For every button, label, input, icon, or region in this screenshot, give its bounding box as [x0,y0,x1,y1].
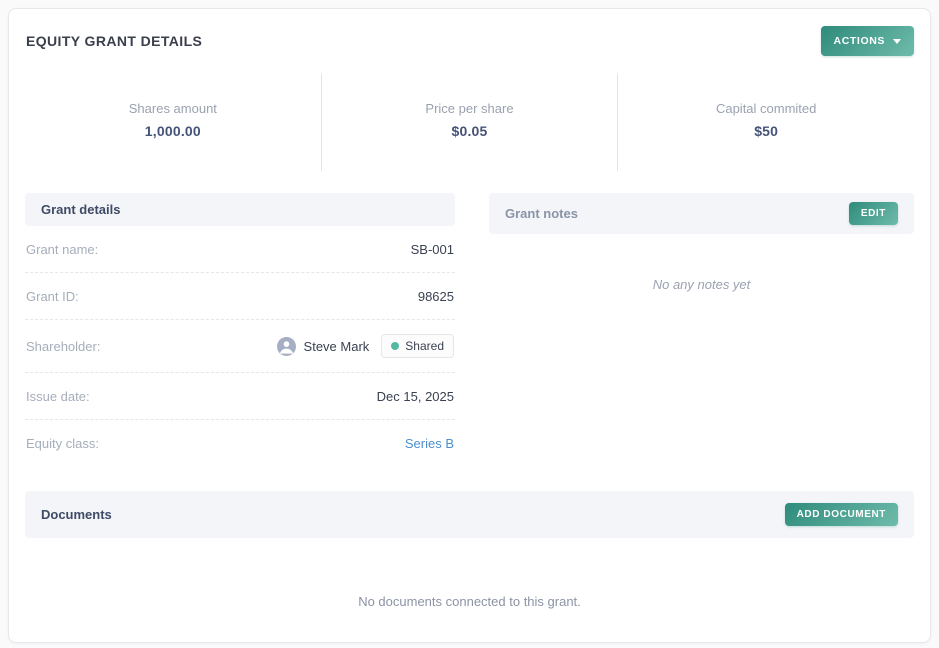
edit-notes-button[interactable]: EDIT [848,202,898,225]
detail-value: SB-001 [410,241,454,257]
edit-notes-button-label: EDIT [860,208,886,219]
documents-title: Documents [41,507,112,522]
notes-empty-state: No any notes yet [652,277,751,292]
equity-grant-card: EQUITY GRANT DETAILS ACTIONS Shares amou… [8,8,931,643]
detail-label: Equity class: [26,436,99,451]
shareholder-name[interactable]: Steve Mark [303,338,370,354]
detail-row-grant-name: Grant name: SB-001 [25,226,455,273]
avatar [276,336,296,356]
page-title: EQUITY GRANT DETAILS [26,33,203,49]
shareholder-value: Steve Mark Shared [276,334,454,358]
stat-label: Capital commited [715,101,817,116]
equity-class-link[interactable]: Series B [404,436,454,451]
stat-value: $0.05 [451,123,488,139]
stat-label: Price per share [425,101,514,116]
person-icon [279,340,293,354]
stat-price-per-share: Price per share $0.05 [320,74,618,171]
stat-shares-amount: Shares amount 1,000.00 [25,74,321,171]
documents-empty-state: No documents connected to this grant. [358,594,581,609]
stat-value: 1,000.00 [144,123,201,139]
card-header: EQUITY GRANT DETAILS ACTIONS [25,26,914,56]
stats-row: Shares amount 1,000.00 Price per share $… [25,74,914,171]
detail-row-issue-date: Issue date: Dec 15, 2025 [25,373,455,420]
documents-header: Documents ADD DOCUMENT [25,491,914,538]
detail-label: Grant ID: [26,288,79,304]
grant-notes-panel: Grant notes EDIT No any notes yet [489,193,914,467]
stat-value: $50 [754,123,779,139]
grant-notes-title: Grant notes [505,206,578,221]
grant-details-panel: Grant details Grant name: SB-001 Grant I… [25,193,455,467]
detail-row-shareholder: Shareholder: Steve Mark Shared [25,320,455,373]
detail-row-grant-id: Grant ID: 98625 [25,273,455,320]
add-document-button-label: ADD DOCUMENT [796,509,886,520]
grant-notes-header: Grant notes EDIT [489,193,914,234]
status-badge: Shared [381,334,454,358]
actions-button[interactable]: ACTIONS [820,26,914,56]
detail-value: Dec 15, 2025 [376,388,454,404]
stat-label: Shares amount [128,101,217,116]
status-badge-label: Shared [405,339,444,353]
detail-value: 98625 [417,288,454,304]
stat-capital-commited: Capital commited $50 [617,74,914,171]
status-dot-icon [391,342,400,350]
main-content: Grant details Grant name: SB-001 Grant I… [25,193,914,467]
grant-details-header: Grant details [25,193,455,226]
detail-label: Issue date: [26,388,90,404]
actions-button-label: ACTIONS [833,35,885,47]
add-document-button[interactable]: ADD DOCUMENT [784,503,898,526]
detail-label: Shareholder: [26,338,101,354]
detail-row-equity-class: Equity class: Series B [25,420,455,467]
detail-label: Grant name: [26,241,99,257]
chevron-down-icon [893,38,901,44]
grant-details-title: Grant details [41,202,121,217]
documents-section: Documents ADD DOCUMENT No documents conn… [25,491,914,609]
